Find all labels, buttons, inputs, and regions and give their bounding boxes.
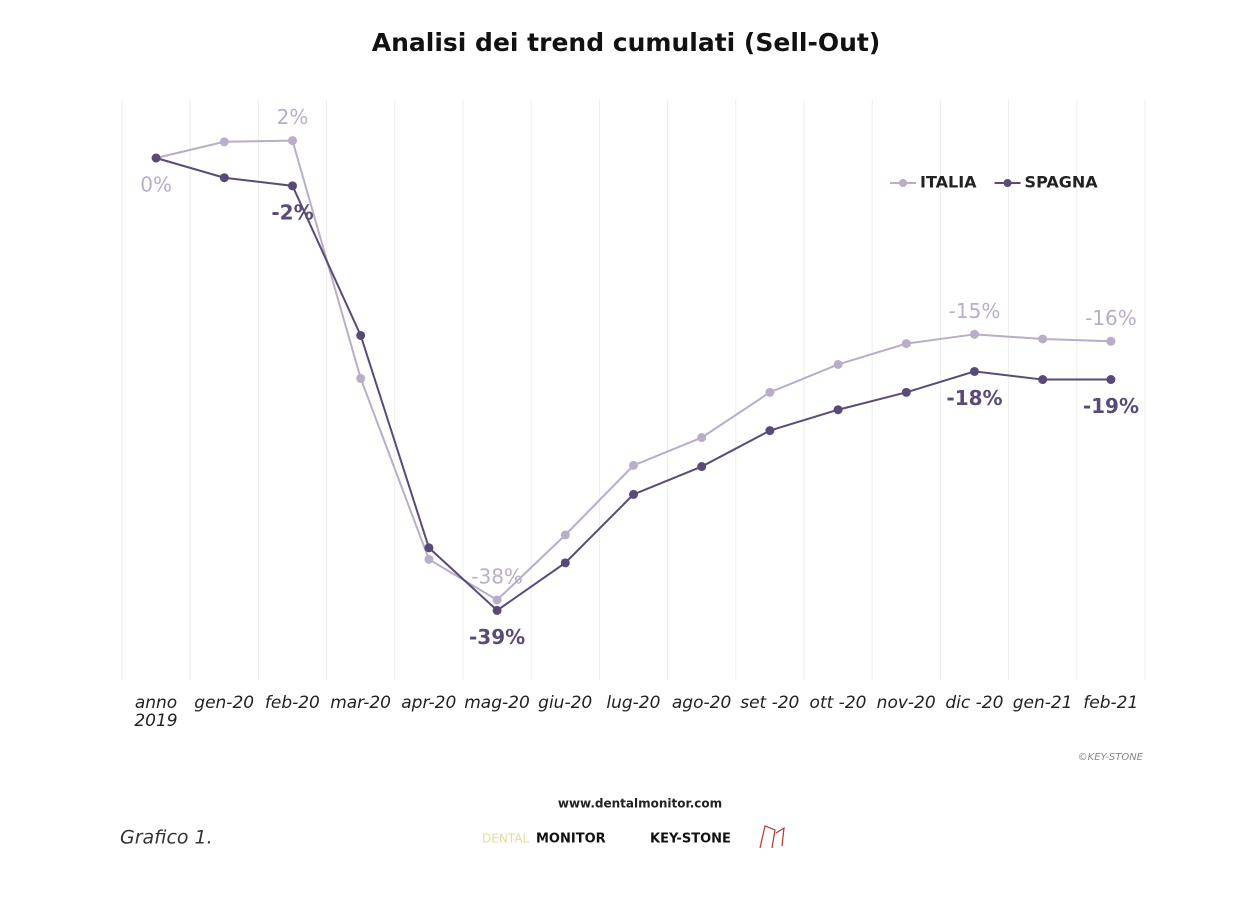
legend-label: SPAGNA (1025, 173, 1099, 192)
data-point (1038, 375, 1048, 385)
chart-title: Analisi dei trend cumulati (Sell-Out) (372, 28, 881, 57)
data-point (833, 359, 843, 369)
legend-marker (1003, 179, 1012, 187)
legend-label: ITALIA (920, 173, 977, 192)
data-point (901, 339, 911, 349)
x-tick-label: nov-20 (876, 693, 936, 713)
caption: Grafico 1. (120, 827, 213, 849)
logo-dental: DENTAL (482, 832, 529, 846)
data-label: -15% (949, 299, 1001, 323)
data-point (1106, 375, 1116, 385)
data-point (219, 137, 229, 147)
x-tick-label: apr-20 (401, 693, 457, 713)
legend-marker (899, 179, 907, 187)
data-point (560, 558, 570, 568)
data-point (219, 173, 229, 183)
data-point (765, 387, 775, 397)
x-tick-label: feb-20 (264, 693, 320, 713)
x-tick-label: lug-20 (606, 693, 661, 713)
x-tick-label: dic -20 (945, 693, 1004, 713)
data-label: -39% (469, 625, 525, 649)
data-point (970, 366, 979, 376)
logo-keystone: KEY-STONE (650, 832, 731, 847)
data-label: -16% (1085, 306, 1137, 330)
x-tick-label: ago-20 (671, 693, 732, 713)
logo-monitor: MONITOR (536, 832, 606, 847)
x-tick-label: anno 2019 (134, 693, 178, 731)
data-label: 2% (277, 105, 309, 129)
data-point (970, 329, 979, 339)
credit: ©KEY-STONE (1078, 752, 1144, 763)
x-tick-label: mar-20 (330, 693, 391, 713)
data-point (492, 605, 502, 615)
data-point (833, 405, 843, 415)
x-tick-label: mag-20 (464, 693, 530, 713)
series-line (155, 157, 1111, 612)
data-point (1106, 336, 1116, 346)
data-point (492, 595, 502, 605)
data-point (356, 330, 366, 340)
data-point (765, 426, 775, 436)
x-tick-label: ott -20 (809, 693, 867, 713)
data-point (560, 530, 570, 540)
data-label: -19% (1083, 394, 1139, 418)
data-label: -18% (946, 386, 1002, 410)
x-tick-label: gen-21 (1012, 693, 1073, 713)
logo-mark (759, 825, 785, 849)
data-point (901, 387, 911, 397)
data-point (288, 181, 297, 191)
x-tick-label: set -20 (740, 693, 800, 713)
x-tick-label: giu-20 (538, 693, 593, 713)
data-label: 0% (140, 173, 172, 197)
data-point (151, 153, 161, 163)
data-point (356, 373, 366, 383)
data-point (629, 489, 638, 499)
data-point (697, 433, 707, 443)
data-point (629, 460, 638, 470)
data-point (1038, 334, 1048, 344)
data-point (424, 543, 434, 553)
data-point (424, 554, 434, 564)
data-label: -2% (271, 200, 313, 224)
data-point (697, 462, 707, 472)
x-tick-label: feb-21 (1083, 693, 1139, 713)
website: www.dentalmonitor.com (558, 797, 722, 811)
data-point (288, 136, 297, 146)
data-label: -38% (471, 564, 523, 588)
x-tick-label: gen-20 (194, 693, 255, 713)
